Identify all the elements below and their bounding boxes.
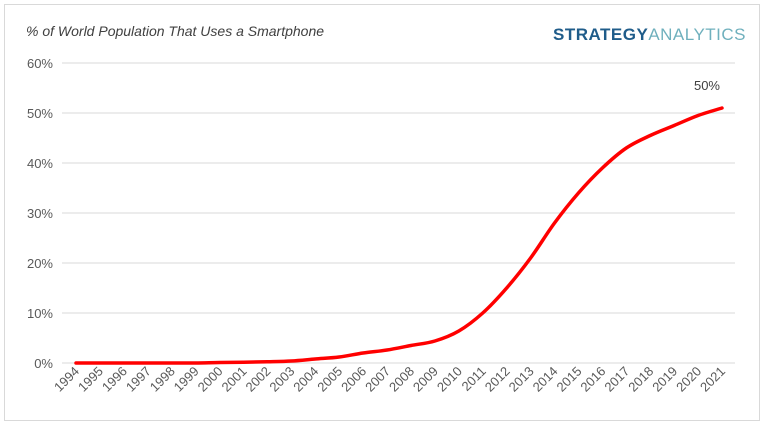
chart-title: % of World Population That Uses a Smartp…	[26, 23, 325, 39]
series-line	[74, 106, 724, 365]
x-tick-label: 2014	[530, 364, 561, 395]
x-tick-label: 1998	[147, 364, 178, 395]
y-tick-label: 20%	[27, 256, 53, 271]
x-tick-label: 2010	[434, 364, 465, 395]
x-tick-label: 2019	[649, 364, 680, 395]
x-tick-label: 2000	[195, 364, 226, 395]
x-tick-label: 2001	[219, 364, 250, 395]
x-tick-label: 2020	[673, 364, 704, 395]
y-tick-label: 10%	[27, 306, 53, 321]
brand-logo: STRATEGYANALYTICS	[553, 25, 747, 44]
x-tick-label: 2003	[266, 364, 297, 395]
x-tick-label: 2004	[290, 364, 321, 395]
x-tick-label: 2021	[697, 364, 728, 395]
x-tick-label: 2018	[625, 364, 656, 395]
y-tick-label: 30%	[27, 206, 53, 221]
x-tick-label: 1994	[51, 364, 82, 395]
y-tick-label: 50%	[27, 106, 53, 121]
x-tick-label: 1995	[75, 364, 106, 395]
x-tick-label: 2008	[386, 364, 417, 395]
x-tick-label: 1997	[123, 364, 154, 395]
x-tick-label: 2016	[577, 364, 608, 395]
x-tick-label: 2011	[458, 364, 488, 394]
x-tick-label: 2013	[506, 364, 537, 395]
x-tick-label: 2009	[410, 364, 441, 395]
x-tick-label: 2002	[242, 364, 273, 395]
x-tick-label: 2007	[362, 364, 393, 395]
y-tick-label: 0%	[34, 356, 53, 371]
data-label: 50%	[694, 78, 720, 93]
chart-frame	[4, 4, 760, 421]
x-tick-label: 2005	[314, 364, 345, 395]
x-tick-label: 1999	[171, 364, 202, 395]
y-tick-label: 60%	[27, 56, 53, 71]
x-tick-label: 2012	[482, 364, 513, 395]
x-tick-label: 2006	[338, 364, 369, 395]
y-tick-label: 40%	[27, 156, 53, 171]
x-tick-label: 2015	[554, 364, 585, 395]
x-tick-label: 2017	[601, 364, 632, 395]
x-tick-label: 1996	[99, 364, 130, 395]
